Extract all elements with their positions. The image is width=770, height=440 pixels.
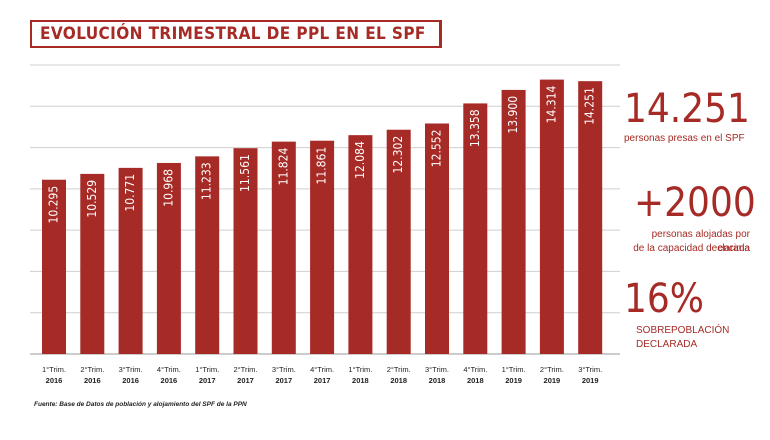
x-tick-label-quarter: 2°Trim. bbox=[540, 365, 564, 374]
bar bbox=[233, 148, 258, 354]
x-tick-label-year: 2017 bbox=[275, 376, 292, 385]
bar bbox=[80, 173, 105, 354]
x-tick-label-year: 2018 bbox=[390, 376, 407, 385]
x-tick-label-year: 2019 bbox=[582, 376, 599, 385]
bar bbox=[348, 135, 373, 354]
bar-value-label: 12.302 bbox=[391, 136, 405, 174]
stat-excess-label-1: personas alojadas por encima bbox=[651, 229, 750, 254]
x-tick-label-quarter: 1°Trim. bbox=[348, 365, 372, 374]
x-tick-label-quarter: 2°Trim. bbox=[80, 365, 104, 374]
x-tick-label-year: 2016 bbox=[161, 376, 178, 385]
stat-overpop-value: 16% bbox=[624, 276, 704, 322]
bar bbox=[539, 79, 564, 354]
bar-value-label: 10.529 bbox=[85, 180, 99, 218]
bar-value-label: 12.084 bbox=[353, 141, 367, 179]
x-tick-label-year: 2018 bbox=[467, 376, 484, 385]
stat-overpop-label-2: DECLARADA bbox=[636, 339, 698, 350]
x-tick-label-quarter: 1°Trim. bbox=[195, 365, 219, 374]
x-tick-label-year: 2018 bbox=[352, 376, 369, 385]
bar bbox=[156, 162, 181, 354]
x-tick-label-quarter: 4°Trim. bbox=[463, 365, 487, 374]
bar-value-label: 11.861 bbox=[315, 147, 329, 185]
x-tick-label-year: 2017 bbox=[199, 376, 216, 385]
x-tick-label-year: 2016 bbox=[84, 376, 101, 385]
x-tick-label-year: 2017 bbox=[314, 376, 331, 385]
bar-value-label: 10.968 bbox=[161, 169, 175, 207]
bar-chart: 10.295 1°Trim. 2016 10.529 2°Trim. 2016 10.771… bbox=[30, 64, 620, 385]
x-tick-label-quarter: 4°Trim. bbox=[310, 365, 334, 374]
bar-value-label: 12.552 bbox=[430, 129, 444, 167]
bar bbox=[195, 156, 220, 354]
bar bbox=[578, 81, 603, 354]
x-tick-label-quarter: 1°Trim. bbox=[502, 365, 526, 374]
x-tick-label-year: 2017 bbox=[237, 376, 254, 385]
chart-title-box: EVOLUCIÓN TRIMESTRAL DE PPL EN EL SPF bbox=[30, 20, 442, 48]
stat-excess-value: +2000 bbox=[634, 180, 756, 226]
bar-value-label: 14.251 bbox=[583, 87, 597, 125]
chart-title: EVOLUCIÓN TRIMESTRAL DE PPL EN EL SPF bbox=[40, 24, 426, 44]
source-note: Fuente: Base de Datos de población y alo… bbox=[34, 401, 247, 408]
bar-value-label: 11.233 bbox=[200, 162, 214, 200]
x-tick-label-quarter: 3°Trim. bbox=[425, 365, 449, 374]
bar-value-label: 10.771 bbox=[123, 174, 137, 212]
bar bbox=[310, 140, 335, 354]
x-tick-label-year: 2016 bbox=[46, 376, 63, 385]
bar-value-label: 11.561 bbox=[238, 154, 252, 192]
bar bbox=[118, 167, 143, 354]
x-tick-label-quarter: 3°Trim. bbox=[119, 365, 143, 374]
stat-total-value: 14.251 bbox=[624, 86, 750, 132]
bar bbox=[501, 89, 526, 355]
x-tick-label-year: 2019 bbox=[505, 376, 522, 385]
bar bbox=[463, 103, 488, 354]
x-tick-label-quarter: 1°Trim. bbox=[42, 365, 66, 374]
bar-value-label: 10.295 bbox=[47, 186, 61, 224]
bar-value-label: 14.314 bbox=[544, 85, 558, 123]
x-tick-label-quarter: 2°Trim. bbox=[387, 365, 411, 374]
x-tick-label-year: 2019 bbox=[544, 376, 561, 385]
bar-value-label: 11.824 bbox=[276, 148, 290, 186]
stat-excess-label-2: de la capacidad declarada bbox=[633, 243, 750, 254]
x-tick-label-year: 2018 bbox=[429, 376, 446, 385]
x-tick-label-quarter: 4°Trim. bbox=[157, 365, 181, 374]
bar bbox=[386, 129, 411, 354]
bar bbox=[42, 179, 66, 354]
bar bbox=[425, 123, 449, 354]
x-tick-label-quarter: 3°Trim. bbox=[272, 365, 296, 374]
stat-overpop-label-1: SOBREPOBLACIÓN bbox=[636, 325, 730, 336]
x-tick-label-year: 2016 bbox=[122, 376, 139, 385]
x-tick-label-quarter: 3°Trim. bbox=[578, 365, 602, 374]
bar-value-label: 13.358 bbox=[468, 109, 482, 147]
bar bbox=[271, 141, 296, 354]
stat-total-label: personas presas en el SPF bbox=[624, 133, 745, 144]
x-tick-label-quarter: 2°Trim. bbox=[234, 365, 258, 374]
bar-value-label: 13.900 bbox=[506, 96, 520, 134]
